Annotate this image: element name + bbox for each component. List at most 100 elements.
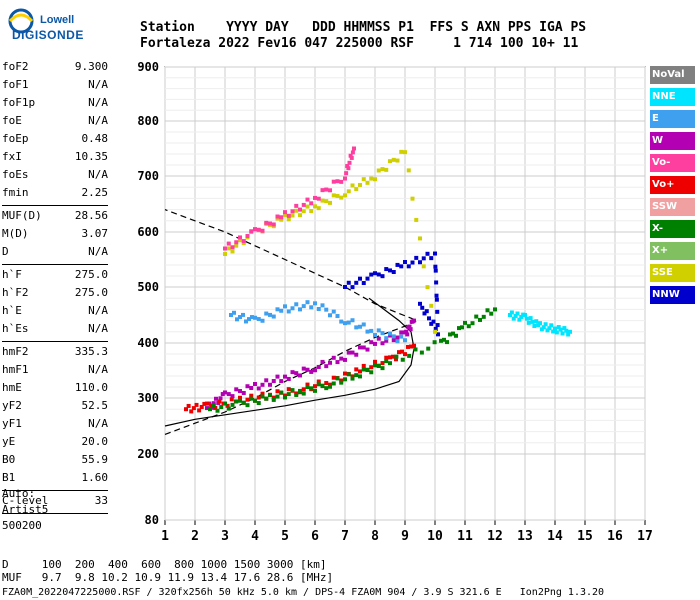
legend-item: SSE bbox=[650, 264, 695, 282]
echo-point bbox=[403, 259, 407, 264]
echo-point bbox=[373, 333, 377, 338]
echo-point bbox=[404, 329, 409, 334]
echo-point bbox=[298, 388, 302, 393]
echo-point bbox=[365, 276, 370, 281]
param-row: hmF1 N/A bbox=[2, 361, 108, 379]
y-tick-label: 900 bbox=[137, 60, 159, 74]
echo-point bbox=[460, 325, 464, 330]
param-separator bbox=[2, 341, 108, 342]
echo-point bbox=[346, 320, 351, 325]
echo-point bbox=[361, 363, 366, 368]
echo-point bbox=[245, 397, 250, 402]
echo-point bbox=[205, 406, 209, 411]
footer-muf-row: MUF 9.7 9.8 10.2 10.9 11.9 13.4 17.6 28.… bbox=[2, 571, 334, 584]
echo-point bbox=[412, 343, 416, 348]
echo-point bbox=[229, 397, 234, 402]
echo-point bbox=[384, 267, 389, 272]
echo-point bbox=[343, 357, 347, 362]
echo-point bbox=[275, 374, 280, 379]
echo-point bbox=[294, 208, 299, 213]
echo-point bbox=[250, 315, 254, 320]
echo-point bbox=[275, 214, 280, 219]
param-name: h`F bbox=[2, 268, 22, 281]
echo-point bbox=[275, 216, 280, 221]
echo-point bbox=[395, 262, 400, 267]
param-value: 33 bbox=[94, 494, 108, 507]
echo-point bbox=[283, 374, 287, 379]
echo-point bbox=[384, 338, 389, 343]
echo-point bbox=[380, 331, 385, 336]
legend-item: X- bbox=[650, 220, 695, 238]
y-tick-label: 80 bbox=[145, 513, 159, 527]
echo-point bbox=[376, 363, 381, 368]
param-value: 9.300 bbox=[74, 60, 108, 73]
echo-point bbox=[343, 377, 347, 382]
echo-point bbox=[369, 365, 374, 370]
x-tick-label: 3 bbox=[221, 529, 229, 544]
x-tick-label: 7 bbox=[341, 529, 349, 544]
param-separator bbox=[2, 205, 108, 206]
legend-item: SSW bbox=[650, 198, 695, 216]
echo-point bbox=[433, 329, 437, 334]
echo-point bbox=[434, 280, 439, 285]
echo-point bbox=[373, 363, 377, 368]
param-name: foEs bbox=[2, 168, 29, 181]
echo-point bbox=[418, 236, 422, 241]
echo-point bbox=[256, 386, 261, 391]
echo-point bbox=[268, 221, 272, 226]
echo-point bbox=[286, 387, 291, 392]
echo-point bbox=[238, 315, 242, 320]
header-line2: Fortaleza 2022 Fev16 047 225000 RSF 1 71… bbox=[140, 36, 579, 51]
echo-point bbox=[457, 326, 461, 331]
echo-point bbox=[335, 376, 340, 381]
footer-file-info: FZA0M_2022047225000.RSF / 320fx256h 50 k… bbox=[2, 587, 605, 598]
echo-point bbox=[394, 357, 398, 362]
echo-point bbox=[354, 352, 359, 357]
echo-point bbox=[226, 392, 231, 397]
echo-point bbox=[418, 260, 422, 265]
echo-point bbox=[388, 333, 392, 338]
echo-point bbox=[361, 281, 366, 286]
footer-table: D 100 200 400 600 800 1000 1500 3000 [km… bbox=[2, 558, 333, 584]
param-row: fxI 10.35 bbox=[2, 148, 108, 166]
param-value: 110.0 bbox=[74, 381, 108, 394]
logo-line2: DIGISONDE bbox=[12, 28, 84, 42]
echo-point bbox=[373, 359, 377, 364]
param-value: N/A bbox=[88, 78, 108, 91]
echo-point bbox=[223, 252, 227, 256]
echo-point bbox=[305, 197, 310, 202]
echo-point bbox=[406, 344, 410, 349]
echo-point bbox=[361, 367, 366, 372]
echo-point bbox=[347, 160, 352, 165]
echo-point bbox=[410, 260, 415, 265]
param-row: foF1p N/A bbox=[2, 94, 108, 112]
echo-point bbox=[433, 264, 438, 269]
param-value: 0.48 bbox=[81, 132, 109, 145]
echo-point bbox=[316, 379, 321, 384]
echo-point bbox=[451, 331, 455, 336]
echo-point bbox=[429, 303, 434, 308]
echo-point bbox=[541, 325, 546, 330]
echo-point bbox=[350, 350, 355, 355]
echo-point bbox=[271, 222, 276, 227]
param-value: 3.07 bbox=[81, 227, 109, 240]
echo-point bbox=[526, 320, 531, 325]
echo-point bbox=[388, 331, 392, 336]
echo-point bbox=[294, 302, 299, 307]
echo-point bbox=[223, 246, 227, 251]
param-name: yF1 bbox=[2, 417, 22, 430]
echo-point bbox=[324, 187, 329, 192]
param-row: B0 55.9 bbox=[2, 451, 108, 469]
echo-point bbox=[316, 196, 321, 201]
echo-point bbox=[324, 386, 329, 391]
echo-point bbox=[238, 235, 242, 240]
digisonde-logo: Lowell DIGISONDE bbox=[2, 4, 92, 52]
echo-point bbox=[361, 322, 366, 327]
echo-point bbox=[434, 297, 439, 302]
ionospheric-parameters: foF2 9.300 foF1 N/A foF1p N/A foE N/A foEp 0.48 fx… bbox=[2, 58, 108, 515]
echo-point bbox=[298, 207, 302, 212]
x-tick-label: 13 bbox=[517, 529, 533, 544]
echo-point bbox=[532, 323, 537, 328]
echo-point bbox=[328, 384, 332, 389]
